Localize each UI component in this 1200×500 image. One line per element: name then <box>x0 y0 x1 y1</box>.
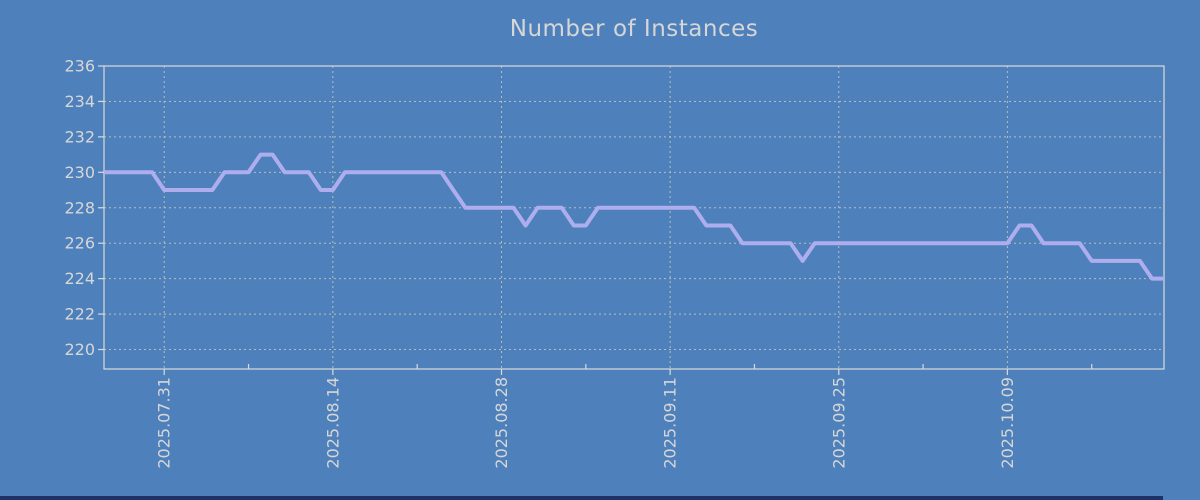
plot-border <box>103 65 1165 370</box>
x-tick-label: 2025.08.28 <box>492 377 511 469</box>
window-bottom-edge <box>0 496 1163 500</box>
x-tick-label: 2025.09.11 <box>661 377 680 469</box>
y-tick-label: 226 <box>64 234 95 253</box>
y-tick-label: 222 <box>64 305 95 324</box>
x-tick-label: 2025.07.31 <box>155 377 174 469</box>
x-tick-label: 2025.09.25 <box>829 377 848 469</box>
x-tick-label: 2025.10.09 <box>998 377 1017 469</box>
y-tick-label: 234 <box>64 92 95 111</box>
y-tick-label: 232 <box>64 127 95 146</box>
y-tick-label: 230 <box>64 163 95 182</box>
y-tick-label: 228 <box>64 198 95 217</box>
y-tick-label: 224 <box>64 269 95 288</box>
y-tick-label: 236 <box>64 57 95 76</box>
x-tick-label: 2025.08.14 <box>323 377 342 469</box>
y-tick-label: 220 <box>64 340 95 359</box>
series-line <box>104 152 1164 281</box>
chart-title: Number of Instances <box>509 16 759 42</box>
